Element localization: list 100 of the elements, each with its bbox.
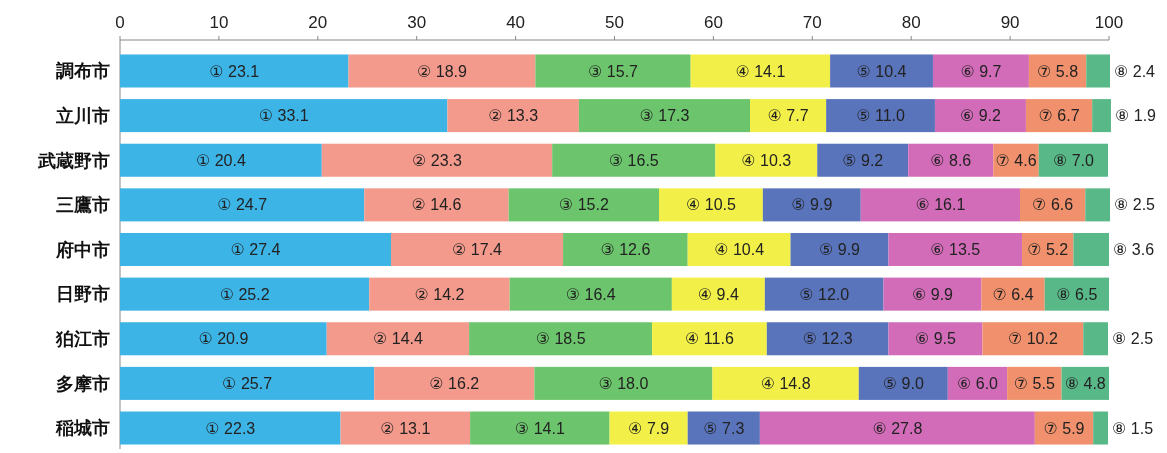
data-label: ⑥ 6.0 [956, 374, 999, 392]
data-label: ① 25.2 [219, 285, 270, 303]
y-tick-label: 立川市 [55, 105, 110, 126]
bar [321, 143, 553, 177]
bar [858, 366, 948, 400]
bar [790, 232, 889, 267]
data-label: ⑦ 10.2 [1007, 330, 1058, 348]
data-label: ① 33.1 [258, 107, 309, 125]
y-tick-label: 稲城市 [55, 418, 110, 439]
x-tick-label: 20 [308, 13, 328, 32]
bar [1083, 322, 1109, 356]
data-label: ③ 15.7 [588, 62, 639, 80]
data-label: ⑦ 5.5 [1013, 374, 1055, 392]
data-label: ⑤ 9.2 [842, 151, 884, 169]
bar [934, 99, 1026, 133]
x-tick-label: 50 [605, 13, 624, 32]
data-label: ② 18.9 [416, 62, 467, 80]
x-tick-label: 90 [1000, 13, 1020, 32]
bar [563, 232, 688, 267]
bar [120, 232, 391, 267]
data-label: ⑥ 16.1 [915, 196, 966, 214]
bar [120, 143, 322, 177]
data-label: ① 23.1 [209, 62, 260, 80]
bar [326, 322, 470, 356]
bar [508, 188, 660, 222]
data-label: ② 13.1 [380, 419, 431, 437]
bar [120, 277, 370, 311]
data-label: ④ 9.4 [697, 285, 739, 303]
bar [766, 322, 889, 356]
data-label: ⑧ 4.8 [1064, 374, 1106, 392]
bar [609, 411, 688, 445]
bar [860, 188, 1020, 222]
data-label: ⑤ 11.0 [856, 107, 906, 125]
y-tick-label: 日野市 [56, 284, 110, 305]
data-label: ⑧ 3.6 [1113, 241, 1155, 259]
bar [469, 322, 653, 356]
data-label: ④ 7.7 [767, 107, 809, 125]
data-label: ⑧ 6.5 [1056, 285, 1098, 303]
bar [749, 99, 827, 133]
bar [764, 277, 884, 311]
data-label: ⑦ 6.7 [1038, 107, 1080, 125]
data-label: ⑧ 7.0 [1052, 151, 1095, 169]
data-label: ⑧ 1.9 [1114, 107, 1157, 125]
data-label: ⑦ 5.2 [1027, 241, 1069, 259]
bar [120, 99, 448, 133]
data-label: ⑥ 9.9 [911, 285, 954, 303]
bar [826, 99, 935, 133]
data-label: ⑧ 2.5 [1112, 330, 1154, 348]
data-label: ② 17.4 [452, 241, 503, 259]
data-label: ⑦ 6.4 [992, 285, 1034, 303]
data-label: ⑦ 6.6 [1032, 196, 1074, 214]
data-label: ⑥ 8.6 [930, 151, 972, 169]
data-label: ⑥ 9.2 [959, 107, 1002, 125]
bar [120, 366, 375, 400]
bar [1092, 99, 1111, 133]
data-label: ④ 10.3 [741, 151, 792, 169]
data-label: ① 24.7 [217, 196, 268, 214]
data-label: ① 25.7 [222, 374, 273, 392]
data-label: ② 13.3 [488, 107, 539, 125]
bar [712, 366, 859, 400]
bar [120, 54, 349, 88]
x-tick-label: 0 [115, 13, 125, 32]
bar [690, 54, 831, 88]
bar [671, 277, 765, 311]
x-tick-label: 70 [802, 13, 822, 32]
bar [715, 143, 818, 177]
data-label: ⑤ 9.9 [791, 196, 833, 214]
y-tick-label: 武蔵野市 [37, 150, 110, 171]
data-label: ② 14.2 [414, 285, 465, 303]
data-label: ③ 18.0 [598, 374, 649, 392]
data-label: ⑤ 9.9 [818, 241, 861, 259]
y-tick-label: 調布市 [56, 61, 110, 82]
data-label: ⑧ 1.5 [1112, 419, 1154, 437]
data-label: ③ 16.4 [565, 285, 616, 303]
bar [470, 411, 610, 445]
data-label: ① 22.3 [205, 419, 256, 437]
data-label: ④ 14.1 [735, 62, 786, 80]
bar [659, 188, 763, 222]
y-tick-label: 三鷹市 [56, 195, 110, 216]
data-label: ③ 14.1 [514, 419, 565, 437]
x-tick-label: 80 [901, 13, 921, 32]
x-tick-label: 60 [703, 13, 723, 32]
data-label: ⑧ 2.4 [1113, 62, 1156, 80]
data-label: ③ 16.5 [608, 151, 659, 169]
bar [888, 232, 1022, 267]
data-label: ④ 10.5 [685, 196, 736, 214]
data-label: ② 16.2 [429, 374, 480, 392]
x-tick-label: 100 [1094, 13, 1124, 32]
bar [687, 411, 760, 445]
data-label: ② 14.6 [411, 196, 462, 214]
data-label: ④ 10.4 [714, 241, 765, 259]
x-tick-label: 10 [209, 13, 229, 32]
bar [1085, 188, 1110, 222]
data-label: ④ 14.8 [760, 374, 811, 392]
data-label: ⑦ 4.6 [995, 151, 1037, 169]
bar [1038, 143, 1109, 177]
bar [1086, 54, 1110, 88]
data-label: ⑥ 9.5 [914, 330, 957, 348]
bar [817, 143, 909, 177]
bar [120, 322, 327, 356]
